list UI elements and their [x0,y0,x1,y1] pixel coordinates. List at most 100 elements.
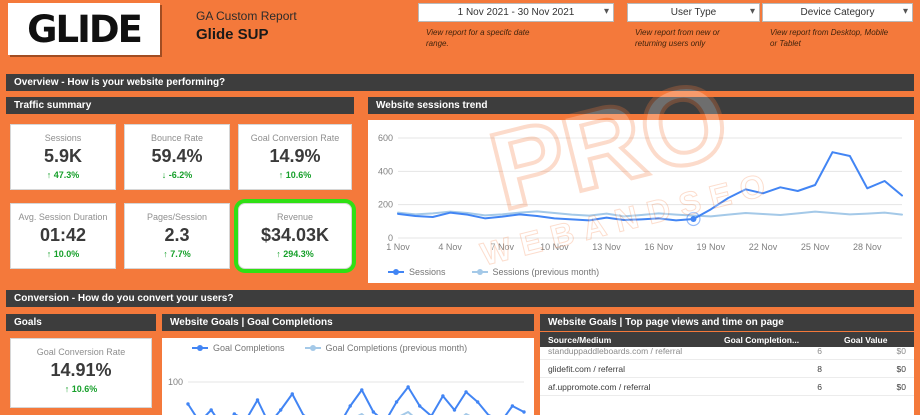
chevron-down-icon[interactable]: ▾ [902,6,908,17]
cell-value: $0 [896,347,906,356]
scorecard-delta: ↑ 294.3% [239,249,351,259]
scorecard-delta: ↓ -6.2% [125,170,229,180]
scorecard-value: 5.9K [43,146,83,166]
legend-label: Goal Completions (previous month) [325,343,468,353]
report-type: GA Custom Report [196,9,297,23]
scorecard-delta: ↑ 7.7% [125,249,229,259]
scorecard-pages-session: Pages/Session 2.3 ↑ 7.7% [124,203,230,269]
delta-value: 10.6% [285,170,312,180]
arrow-up-icon: ↑ [64,384,70,394]
cell-completions: 6 [817,381,822,392]
trend-legend: Sessions Sessions (previous month) [388,267,599,277]
svg-text:4 Nov: 4 Nov [438,242,462,252]
svg-text:0: 0 [388,233,393,243]
cell-value: $0 [896,381,906,392]
goals-table-header: Website Goals | Top page views and time … [540,314,914,331]
svg-text:19 Nov: 19 Nov [697,242,726,252]
line-marker-icon [388,269,404,275]
svg-text:600: 600 [378,133,393,143]
arrow-up-icon: ↑ [163,249,168,259]
svg-text:16 Nov: 16 Nov [644,242,673,252]
scorecard-label: Revenue [276,212,314,222]
table-row[interactable]: af.uppromote.com / referral 6 $0 [540,378,914,396]
scorecard-label: Goal Conversion Rate [36,347,126,357]
svg-text:100: 100 [168,377,183,387]
scorecard-sessions: Sessions 5.9K ↑ 47.3% [10,124,116,190]
date-range-filter: 1 Nov 2021 - 30 Nov 2021 ▾ View report f… [418,3,614,49]
legend-label: Goal Completions [213,343,285,353]
svg-text:200: 200 [378,200,393,210]
goal-completions-chart[interactable]: 100 [162,356,534,415]
goals-table-panel: Source/Medium Goal Completion... Goal Va… [540,332,914,415]
arrow-up-icon: ↑ [46,249,52,259]
line-marker-icon [192,345,208,351]
date-range-control[interactable]: 1 Nov 2021 - 30 Nov 2021 ▾ [418,3,614,22]
scorecard-delta: ↑ 47.3% [11,170,115,180]
scorecard-avg-session-duration: Avg. Session Duration 01:42 ↑ 10.0% [10,203,116,269]
cell-value: $0 [896,363,906,374]
scorecard-revenue-highlighted: Revenue $34.03K ↑ 294.3% [238,203,352,269]
scorecard-label: Avg. Session Duration [18,212,108,222]
cell-source: standuppaddleboards.com / referral [548,347,683,356]
delta-value: -6.2% [168,170,193,180]
glide-logo: GLIDE [8,3,160,55]
user-type-value: User Type [670,7,717,18]
scorecard-value: 01:42 [39,225,87,245]
chevron-down-icon[interactable]: ▾ [603,6,609,17]
scorecard-label: Pages/Session [146,212,208,222]
svg-text:13 Nov: 13 Nov [592,242,621,252]
legend-label: Sessions (previous month) [492,267,600,277]
date-range-value: 1 Nov 2021 - 30 Nov 2021 [457,7,575,18]
column-goal-value[interactable]: Goal Value [844,334,888,345]
delta-value: 7.7% [170,249,191,259]
delta-value: 294.3% [283,249,314,259]
sessions-trend-header: Website sessions trend [368,97,914,114]
logo-text: GLIDE [27,7,143,51]
scorecard-value: 14.91% [50,360,112,380]
legend-sessions: Sessions [388,267,446,277]
conversion-section-bar: Conversion - How do you convert your use… [6,290,914,307]
table-row[interactable]: glidefit.com / referral 8 $0 [540,360,914,378]
sessions-trend-chart[interactable]: 0 200 400 600 1 Nov 4 Nov 7 Nov 10 Nov 13 Nov 16 … [368,120,914,266]
table-row[interactable]: standuppaddleboards.com / referral 6 $0 [540,347,914,360]
delta-value: 10.0% [53,249,80,259]
scorecard-goal-conversion: Goal Conversion Rate 14.91% ↑ 10.6% [10,338,152,408]
cell-completions: 8 [817,363,822,374]
sessions-trend-panel: 0 200 400 600 1 Nov 4 Nov 7 Nov 10 Nov 13 Nov 16 … [368,120,914,283]
table-column-header: Source/Medium Goal Completion... Goal Va… [540,332,914,347]
column-source-medium[interactable]: Source/Medium [548,334,612,345]
svg-text:22 Nov: 22 Nov [749,242,778,252]
svg-text:28 Nov: 28 Nov [853,242,882,252]
line-marker-icon [471,269,488,275]
delta-value: 10.6% [71,384,98,394]
scorecard-value: 2.3 [164,225,190,245]
cell-source: glidefit.com / referral [548,363,625,374]
column-goal-completions[interactable]: Goal Completion... [724,334,800,345]
svg-text:10 Nov: 10 Nov [540,242,569,252]
svg-text:7 Nov: 7 Nov [491,242,515,252]
scorecard-label: Bounce Rate [150,133,204,143]
user-type-caption: View report from new or returning users … [635,28,720,49]
device-category-filter: Device Category ▾ View report from Deskt… [762,3,913,49]
overview-section-bar: Overview - How is your website performin… [6,74,914,91]
legend-sessions-previous: Sessions (previous month) [471,267,600,277]
delta-value: 47.3% [53,170,80,180]
scorecard-label: Goal Conversion Rate [250,133,340,143]
device-category-control[interactable]: Device Category ▾ [762,3,913,22]
device-category-value: Device Category [800,7,875,18]
user-type-control[interactable]: User Type ▾ [627,3,760,22]
svg-text:25 Nov: 25 Nov [801,242,830,252]
scorecard-value: 59.4% [151,146,203,166]
goal-completions-panel: Goal Completions Goal Completions (previ… [162,338,534,415]
scorecard-goal-conversion-rate: Goal Conversion Rate 14.9% ↑ 10.6% [238,124,352,190]
line-marker-icon [304,345,321,351]
legend-goal-completions-previous: Goal Completions (previous month) [304,343,468,353]
scorecard-value: 14.9% [269,146,321,166]
scorecard-delta: ↑ 10.6% [11,384,151,394]
table-body: standuppaddleboards.com / referral 6 $0 … [540,347,914,396]
goals-header: Goals [6,314,156,331]
date-range-caption: View report for a specifc date range. [426,28,530,49]
chevron-down-icon[interactable]: ▾ [749,6,755,17]
goal-completions-legend: Goal Completions Goal Completions (previ… [192,343,467,353]
scorecard-delta: ↑ 10.0% [11,249,115,259]
